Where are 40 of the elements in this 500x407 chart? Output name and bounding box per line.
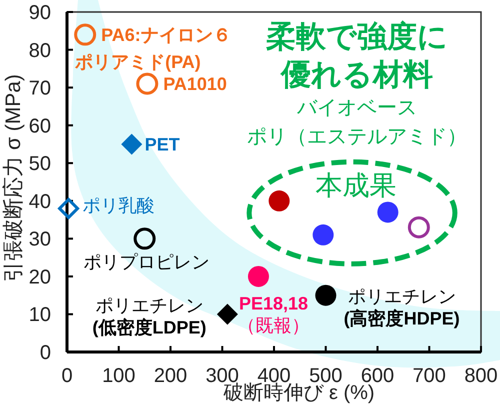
annotation: 柔軟で強度に優れる材料 — [265, 20, 448, 92]
point — [216, 304, 238, 325]
y-tick-label: 90 — [28, 2, 51, 24]
y-tick-label: 60 — [28, 115, 51, 138]
y-tick-label: 10 — [28, 304, 51, 326]
data-label: PA1010 — [163, 74, 227, 94]
y-tick-label: 40 — [28, 190, 51, 213]
series-label: ポリエチレン (低密度LDPE) — [92, 296, 206, 338]
point — [248, 266, 269, 287]
series-label: ポリプロピレン — [84, 252, 210, 272]
x-tick-label: 200 — [154, 365, 188, 387]
series-label: ポリエチレン (高密度HDPE) — [344, 286, 460, 329]
x-tick-label: 100 — [102, 365, 136, 387]
point — [315, 284, 336, 306]
point — [268, 190, 290, 212]
point — [134, 228, 156, 250]
series-label: 本成果 — [316, 170, 397, 200]
y-tick-label: 0 — [40, 342, 51, 364]
x-tick-label: 700 — [412, 365, 446, 387]
y-tick-label: 30 — [28, 228, 51, 251]
y-tick-label: 70 — [28, 78, 51, 100]
point — [74, 24, 96, 46]
y-tick-label: 80 — [28, 40, 51, 62]
point — [408, 216, 430, 238]
point — [58, 198, 80, 219]
y-tick-label: 50 — [28, 153, 51, 176]
data-label: PA6:ナイロン６ — [101, 24, 231, 45]
y-axis-title: 引張破断応力 σ (MPa) — [2, 74, 25, 282]
series-label: ポリ乳酸 — [82, 196, 155, 216]
series-label: PE18,18 （既報） — [237, 294, 310, 336]
point — [312, 224, 334, 246]
series-label: ポリアミド(PA) — [74, 52, 201, 72]
series-label: PET — [144, 134, 180, 155]
x-tick-label: 0 — [61, 365, 73, 387]
y-tick-label: 20 — [28, 266, 51, 288]
point — [121, 134, 142, 155]
point — [136, 72, 158, 95]
x-tick-label: 800 — [464, 365, 498, 387]
point — [377, 202, 398, 223]
annotation: バイオベースポリ（エステルアミド） — [247, 97, 467, 148]
